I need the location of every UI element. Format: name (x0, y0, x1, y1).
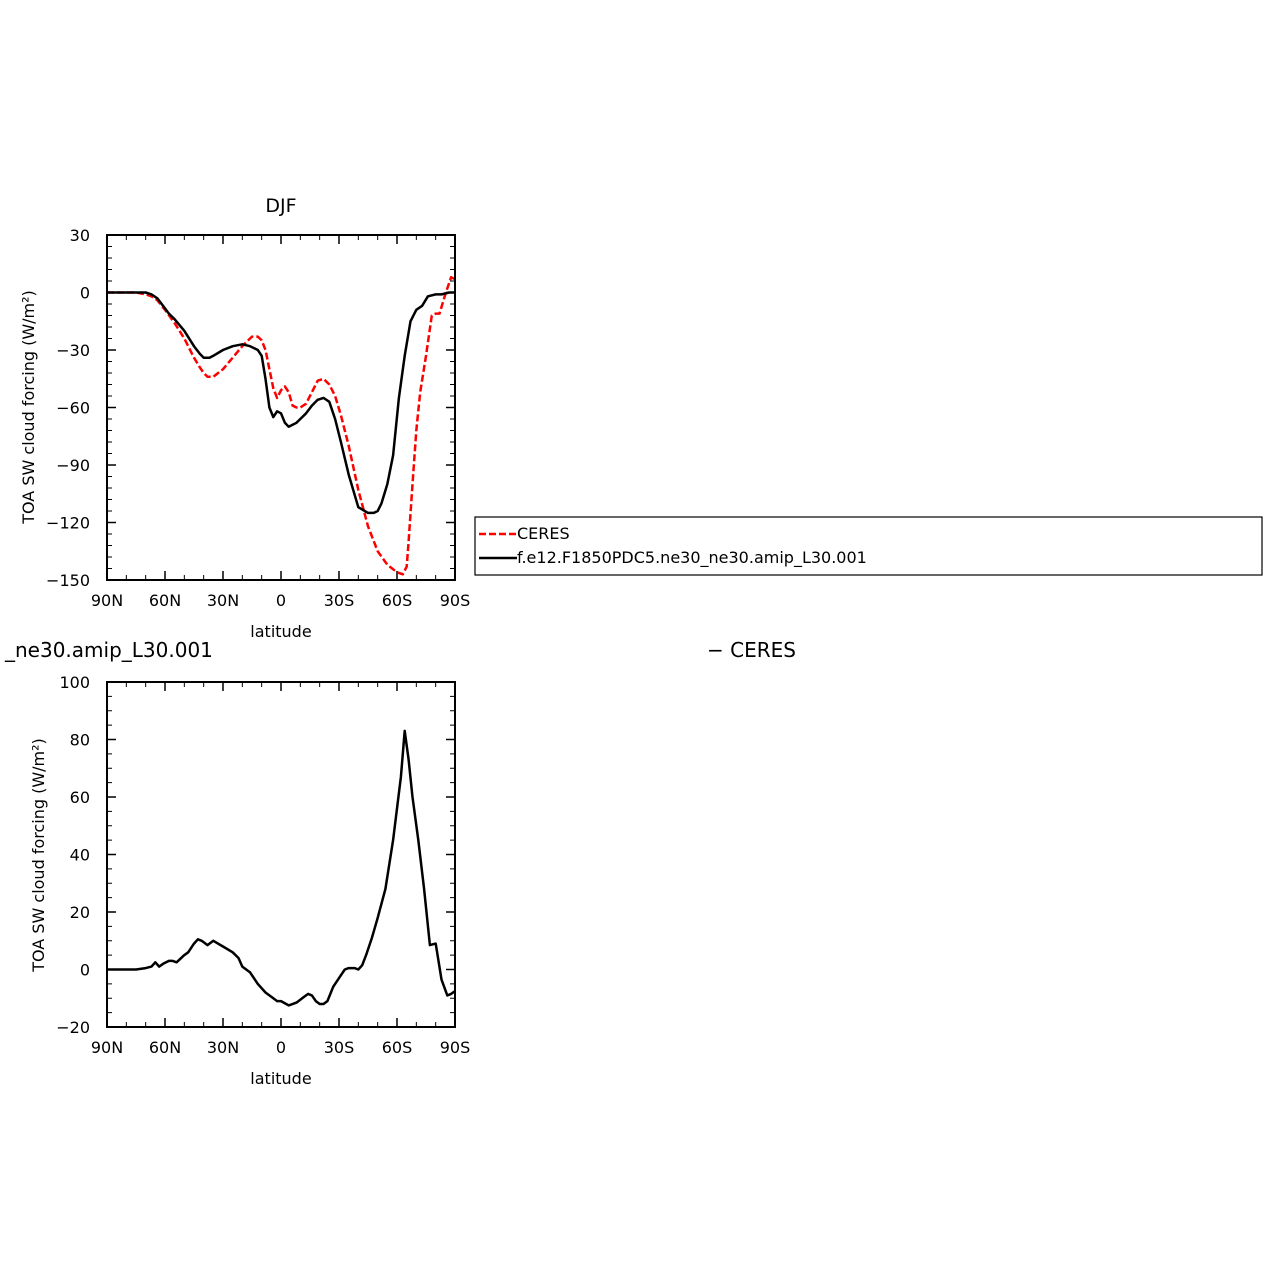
x-axis-title: latitude (250, 1069, 311, 1088)
plot-frame (106, 681, 456, 1028)
y-tick-label: −150 (46, 571, 90, 590)
y-tick-label: 40 (70, 846, 90, 865)
axis-ticks (106, 681, 456, 1028)
y-tick-label: 30 (70, 226, 90, 245)
tick-labels: 90N 60N 30N 0 30S 60S 90S 100 80 60 40 20 0 −20 (56, 673, 470, 1057)
x-tick-label: 30N (207, 1038, 239, 1057)
y-axis-title: TOA SW cloud forcing (W/m²) (29, 738, 48, 973)
x-tick-label: 60N (149, 1038, 181, 1057)
y-tick-label: 0 (80, 961, 90, 980)
y-tick-label: −90 (56, 456, 90, 475)
x-tick-label: 30S (324, 1038, 355, 1057)
x-tick-label: 0 (276, 591, 286, 610)
legend: CERES f.e12.F1850PDC5.ne30_ne30.amip_L30… (474, 516, 1263, 576)
x-tick-label: 90N (91, 1038, 123, 1057)
series-group (107, 275, 456, 576)
tick-labels: 90N 60N 30N 0 30S 60S 90S 30 0 −30 −60 −90 −120 −150 (46, 226, 470, 610)
x-tick-label: 90S (440, 1038, 471, 1057)
x-tick-label: 0 (276, 1038, 286, 1057)
x-tick-label: 90S (440, 591, 471, 610)
x-tick-label: 30N (207, 591, 239, 610)
y-tick-label: 80 (70, 731, 90, 750)
legend-entry-ceres: CERES (517, 524, 570, 543)
y-tick-label: −60 (56, 399, 90, 418)
y-tick-label: 20 (70, 903, 90, 922)
plot-frame (106, 234, 456, 581)
y-tick-label: −120 (46, 514, 90, 533)
difference-line (107, 729, 456, 1007)
y-axis-title: TOA SW cloud forcing (W/m²) (19, 290, 38, 525)
panel-title-right: − CERES (707, 638, 796, 662)
x-axis-title: latitude (250, 622, 311, 641)
x-tick-label: 90N (91, 591, 123, 610)
x-tick-label: 30S (324, 591, 355, 610)
series-line-1 (107, 291, 455, 515)
series-line-0 (107, 275, 456, 576)
panel-title: DJF (265, 195, 296, 217)
x-tick-label: 60S (382, 1038, 413, 1057)
legend-entry-model: f.e12.F1850PDC5.ne30_ne30.amip_L30.001 (517, 548, 867, 568)
difference-panel: _ne30.amip_L30.001 − CERES 90N 60N 30N 0 30S… (4, 638, 796, 1088)
y-tick-label: 60 (70, 788, 90, 807)
series-group (107, 729, 456, 1007)
y-tick-label: 100 (59, 673, 90, 692)
x-tick-label: 60S (382, 591, 413, 610)
axis-ticks (106, 234, 456, 581)
y-tick-label: 0 (80, 284, 90, 303)
y-tick-label: −30 (56, 341, 90, 360)
x-tick-label: 60N (149, 591, 181, 610)
djf-panel: DJF 90N 60N 30N 0 30S 60S 90S 30 0 −30 −60 −90 −120 −… (19, 195, 470, 641)
legend-box (474, 516, 1263, 576)
y-tick-label: −20 (56, 1018, 90, 1037)
panel-title-left: _ne30.amip_L30.001 (4, 638, 213, 662)
